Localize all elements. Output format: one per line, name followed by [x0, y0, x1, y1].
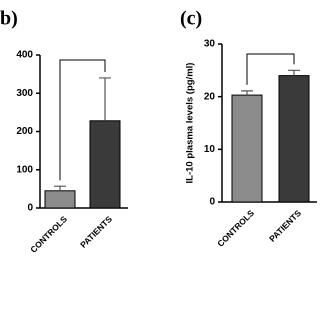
panel-label: b) [0, 8, 18, 30]
x-tick-label: CONTROLS [215, 208, 256, 249]
y-tick-label: 10 [204, 144, 216, 155]
x-tick-label: PATIENTS [267, 208, 303, 244]
y-tick-label: 30 [204, 39, 216, 50]
x-tick-label: CONTROLS [28, 214, 69, 255]
error-bar [99, 77, 111, 121]
error-bar [241, 90, 253, 96]
y-tick-label: 20 [204, 91, 216, 102]
significance-bracket [246, 53, 295, 85]
y-tick-label: 200 [16, 126, 33, 137]
panel-label: (c) [180, 8, 202, 30]
bar [89, 120, 121, 209]
bar [278, 75, 310, 203]
bar [44, 190, 76, 209]
x-tick-label: PATIENTS [78, 214, 114, 250]
y-tick-label: 0 [209, 197, 215, 208]
significance-bracket [59, 59, 106, 181]
error-bar [288, 69, 300, 76]
y-tick-label: 400 [16, 50, 33, 61]
error-bar [54, 185, 66, 191]
bar [231, 94, 263, 203]
y-tick-label: 300 [16, 88, 33, 99]
y-axis-label: IL-10 plasma levels (pg/ml) [185, 63, 196, 184]
y-tick-label: 0 [27, 203, 33, 214]
y-tick-label: 100 [16, 164, 33, 175]
